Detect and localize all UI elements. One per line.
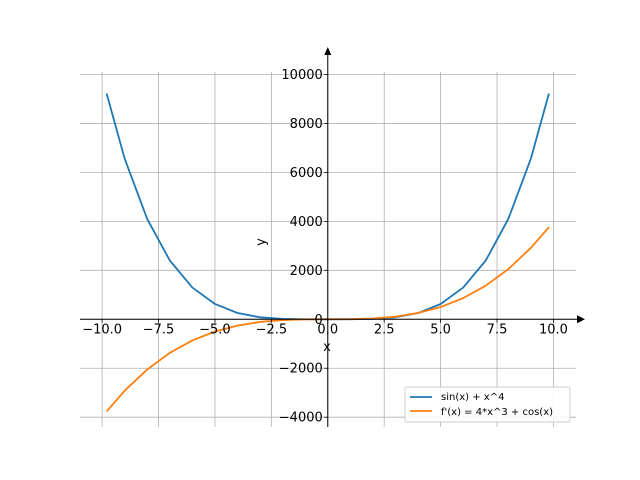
y-tick-label: 4000 (290, 215, 323, 230)
x-tick-label: 2.5 (374, 322, 395, 337)
legend-label-series-2: f'(x) = 4*x^3 + cos(x) (441, 407, 553, 418)
legend-frame (404, 386, 571, 423)
x-tick-label: −5.0 (199, 322, 231, 337)
y-tick-label: 8000 (290, 117, 323, 132)
tick-marks (101, 74, 554, 418)
y-tick-label: −4000 (279, 411, 323, 426)
x-tick-label: −2.5 (256, 322, 288, 337)
y-tick-label: −2000 (279, 362, 323, 377)
y-tick-label: 2000 (290, 264, 323, 279)
legend-label-series-1: sin(x) + x^4 (441, 392, 504, 403)
x-axis-arrow (577, 315, 585, 324)
legend: sin(x) + x^4 f'(x) = 4*x^3 + cos(x) (404, 386, 571, 423)
x-tick-label: −7.5 (143, 322, 175, 337)
tick-labels: −10.0 −7.5 −5.0 −2.5 0.0 2.5 5.0 7.5 10.0 −4000 −2… (82, 68, 568, 426)
x-tick-label: −10.0 (82, 322, 122, 337)
y-tick-label: 10000 (281, 68, 322, 83)
x-tick-label: 0.0 (317, 322, 338, 337)
x-tick-label: 7.5 (487, 322, 508, 337)
axes (80, 47, 585, 427)
y-tick-label: 0 (314, 313, 322, 328)
y-tick-label: 6000 (290, 166, 323, 181)
x-tick-label: 10.0 (539, 322, 568, 337)
x-tick-label: 5.0 (430, 322, 451, 337)
x-axis-label: x (323, 340, 331, 355)
y-axis-arrow (324, 47, 332, 55)
y-axis-label: y (254, 238, 269, 246)
